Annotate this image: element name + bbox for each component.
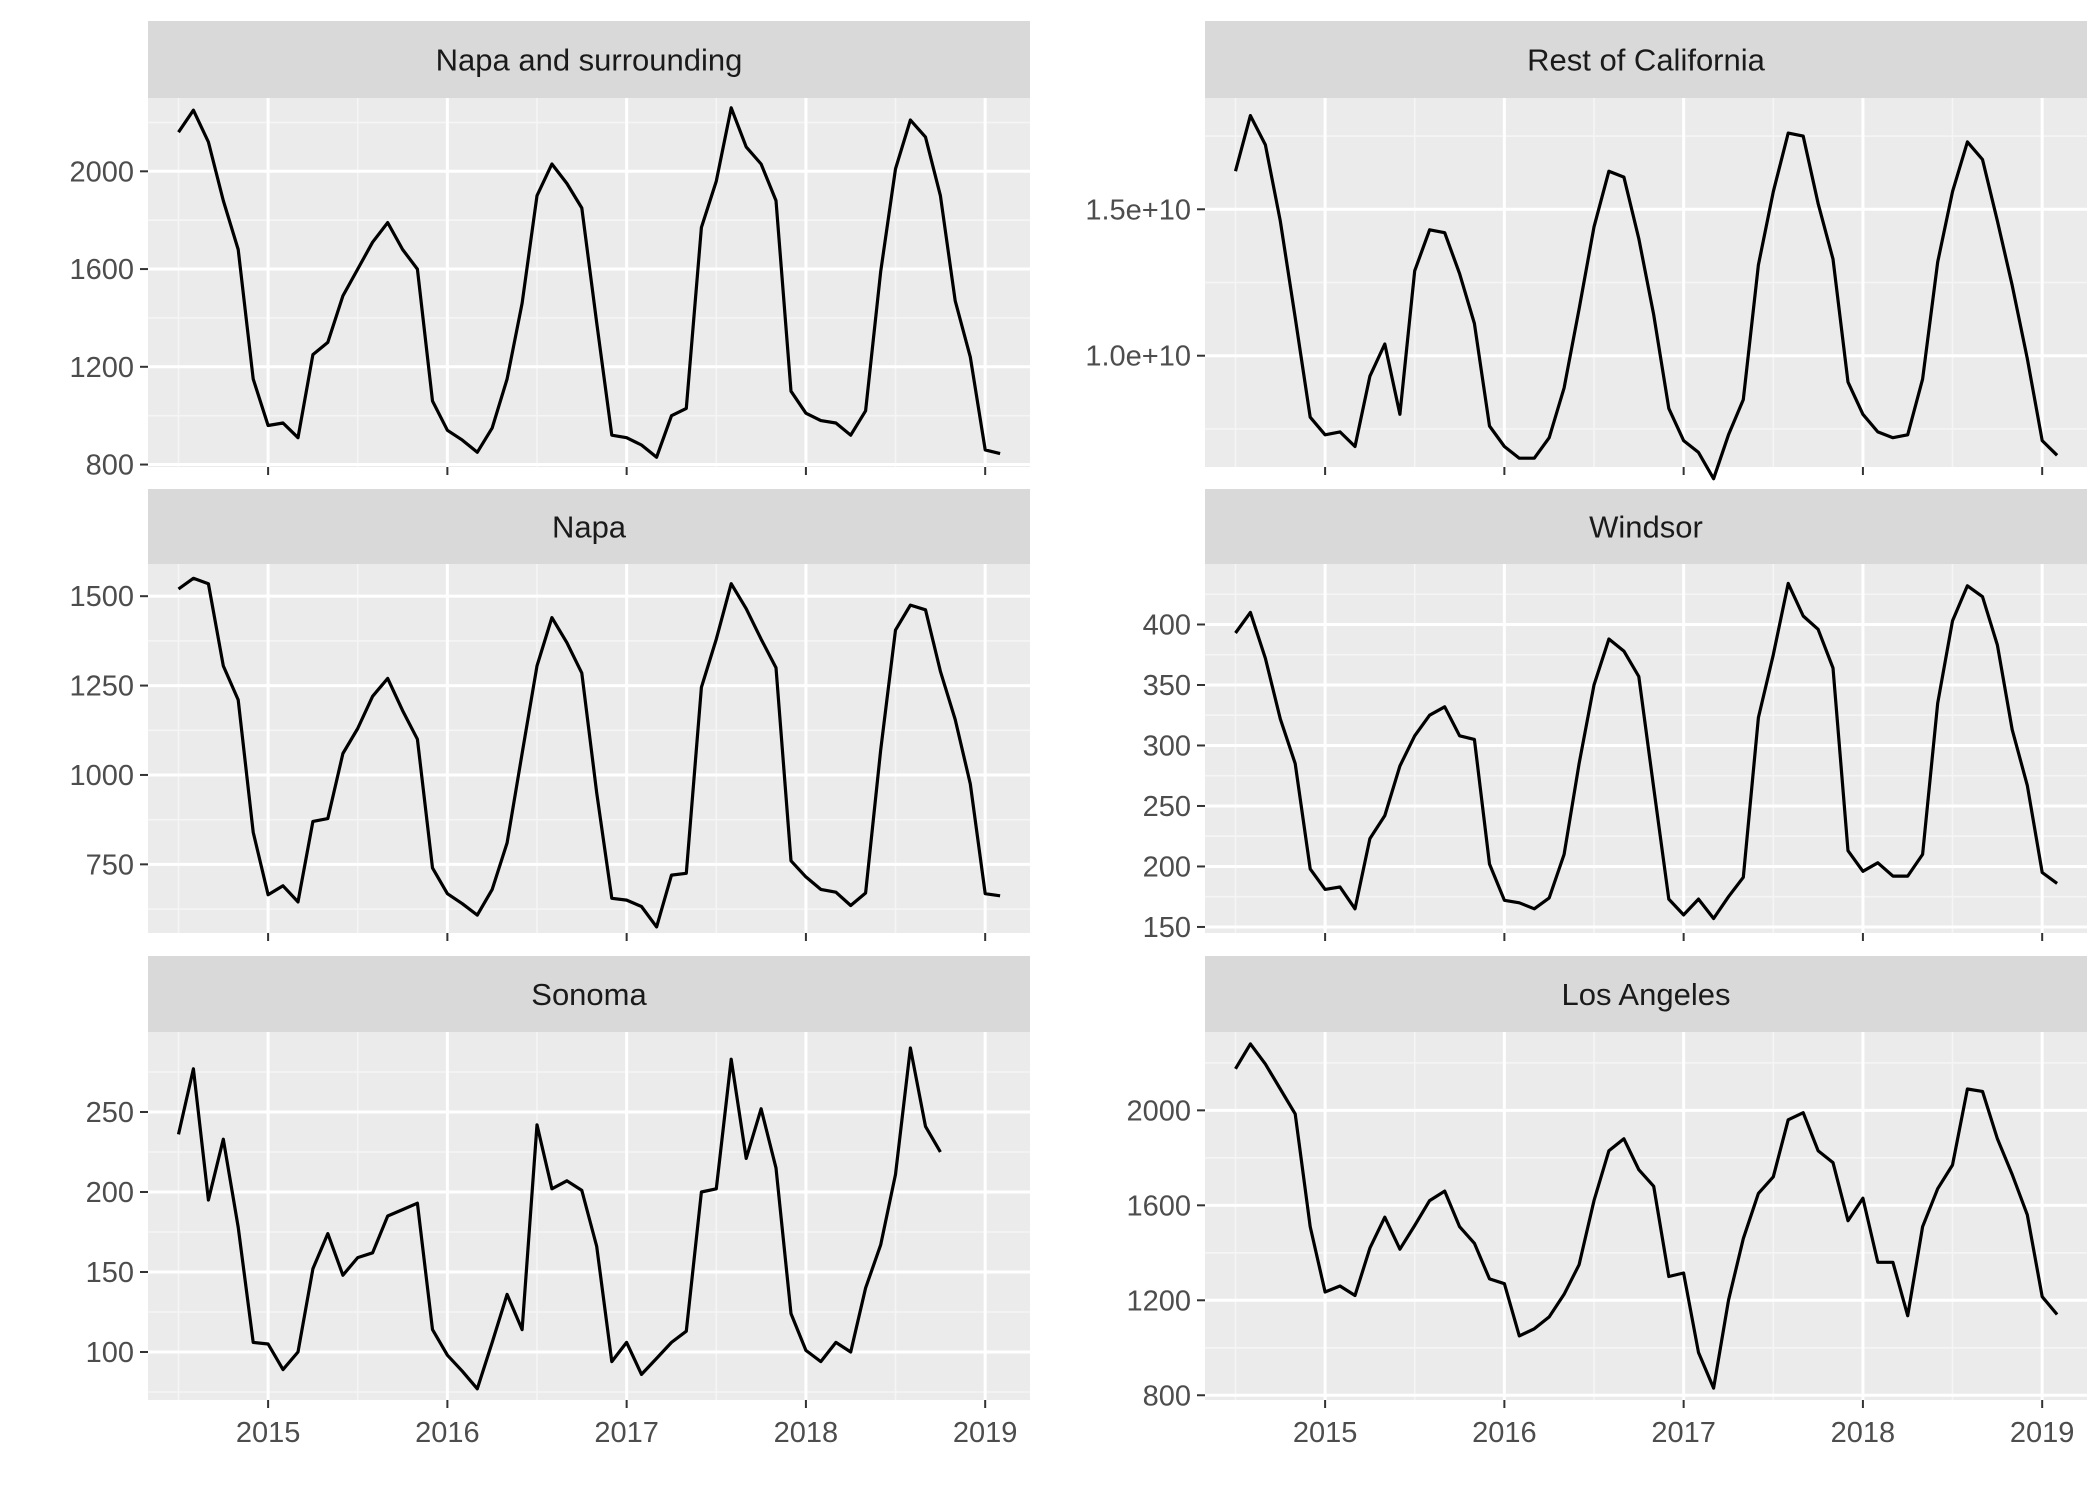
y-tick-label: 2000 bbox=[1126, 1095, 1191, 1127]
y-tick-label: 150 bbox=[86, 1257, 134, 1289]
x-tick-label: 2015 bbox=[1293, 1417, 1358, 1449]
facet-panel: Napa 750 1000 1250 1500 bbox=[69, 489, 1030, 941]
facet-panel: Rest of California 1.0e+10 1.5e+10 bbox=[1085, 21, 2087, 479]
y-tick-label: 1.0e+10 bbox=[1085, 341, 1191, 373]
x-tick-label: 2018 bbox=[1831, 1417, 1896, 1449]
y-tick-label: 1.5e+10 bbox=[1085, 194, 1191, 226]
y-tick-label: 1600 bbox=[69, 254, 134, 286]
facet-panel: Windsor 150 200 250 300 350 400 bbox=[1143, 489, 2087, 944]
facet-title: Rest of California bbox=[1527, 43, 1766, 78]
panel-background bbox=[148, 98, 1030, 467]
y-tick-label: 2000 bbox=[69, 156, 134, 188]
y-tick-label: 1250 bbox=[69, 671, 134, 703]
y-tick-label: 1200 bbox=[1126, 1285, 1191, 1317]
y-tick-label: 350 bbox=[1143, 670, 1191, 702]
y-tick-label: 1600 bbox=[1126, 1190, 1191, 1222]
y-tick-label: 750 bbox=[86, 849, 134, 881]
facet-panel: Los Angeles 800 1200 1600 2000 2015 2016 2017 20… bbox=[1126, 956, 2087, 1449]
facet-panel: Napa and surrounding 800 1200 1600 2000 bbox=[69, 21, 1030, 482]
facet-title: Windsor bbox=[1589, 510, 1703, 545]
y-tick-label: 1200 bbox=[69, 352, 134, 384]
y-tick-label: 1500 bbox=[69, 581, 134, 613]
y-tick-label: 800 bbox=[1143, 1380, 1191, 1412]
y-tick-label: 200 bbox=[86, 1177, 134, 1209]
y-tick-label: 300 bbox=[1143, 730, 1191, 762]
facet-title: Napa bbox=[552, 510, 627, 545]
x-tick-label: 2017 bbox=[594, 1417, 659, 1449]
y-tick-label: 250 bbox=[86, 1097, 134, 1129]
facet-panel: Sonoma 100 150 200 250 2015 2016 2017 2018 2019 bbox=[86, 956, 1030, 1449]
panel-background bbox=[1205, 1032, 2087, 1400]
facet-title: Los Angeles bbox=[1562, 977, 1731, 1012]
y-tick-label: 1000 bbox=[69, 760, 134, 792]
y-tick-label: 400 bbox=[1143, 609, 1191, 641]
y-tick-label: 250 bbox=[1143, 791, 1191, 823]
y-tick-label: 100 bbox=[86, 1337, 134, 1369]
x-tick-label: 2017 bbox=[1651, 1417, 1716, 1449]
x-tick-label: 2018 bbox=[774, 1417, 839, 1449]
facet-title: Napa and surrounding bbox=[436, 43, 743, 78]
x-tick-label: 2016 bbox=[415, 1417, 480, 1449]
x-tick-label: 2016 bbox=[1472, 1417, 1537, 1449]
x-tick-label: 2019 bbox=[953, 1417, 1018, 1449]
facet-title: Sonoma bbox=[531, 977, 647, 1012]
y-tick-label: 800 bbox=[86, 450, 134, 482]
x-tick-label: 2019 bbox=[2010, 1417, 2075, 1449]
y-tick-label: 150 bbox=[1143, 912, 1191, 944]
x-tick-label: 2015 bbox=[236, 1417, 301, 1449]
y-tick-label: 200 bbox=[1143, 851, 1191, 883]
panel-background bbox=[148, 564, 1030, 933]
